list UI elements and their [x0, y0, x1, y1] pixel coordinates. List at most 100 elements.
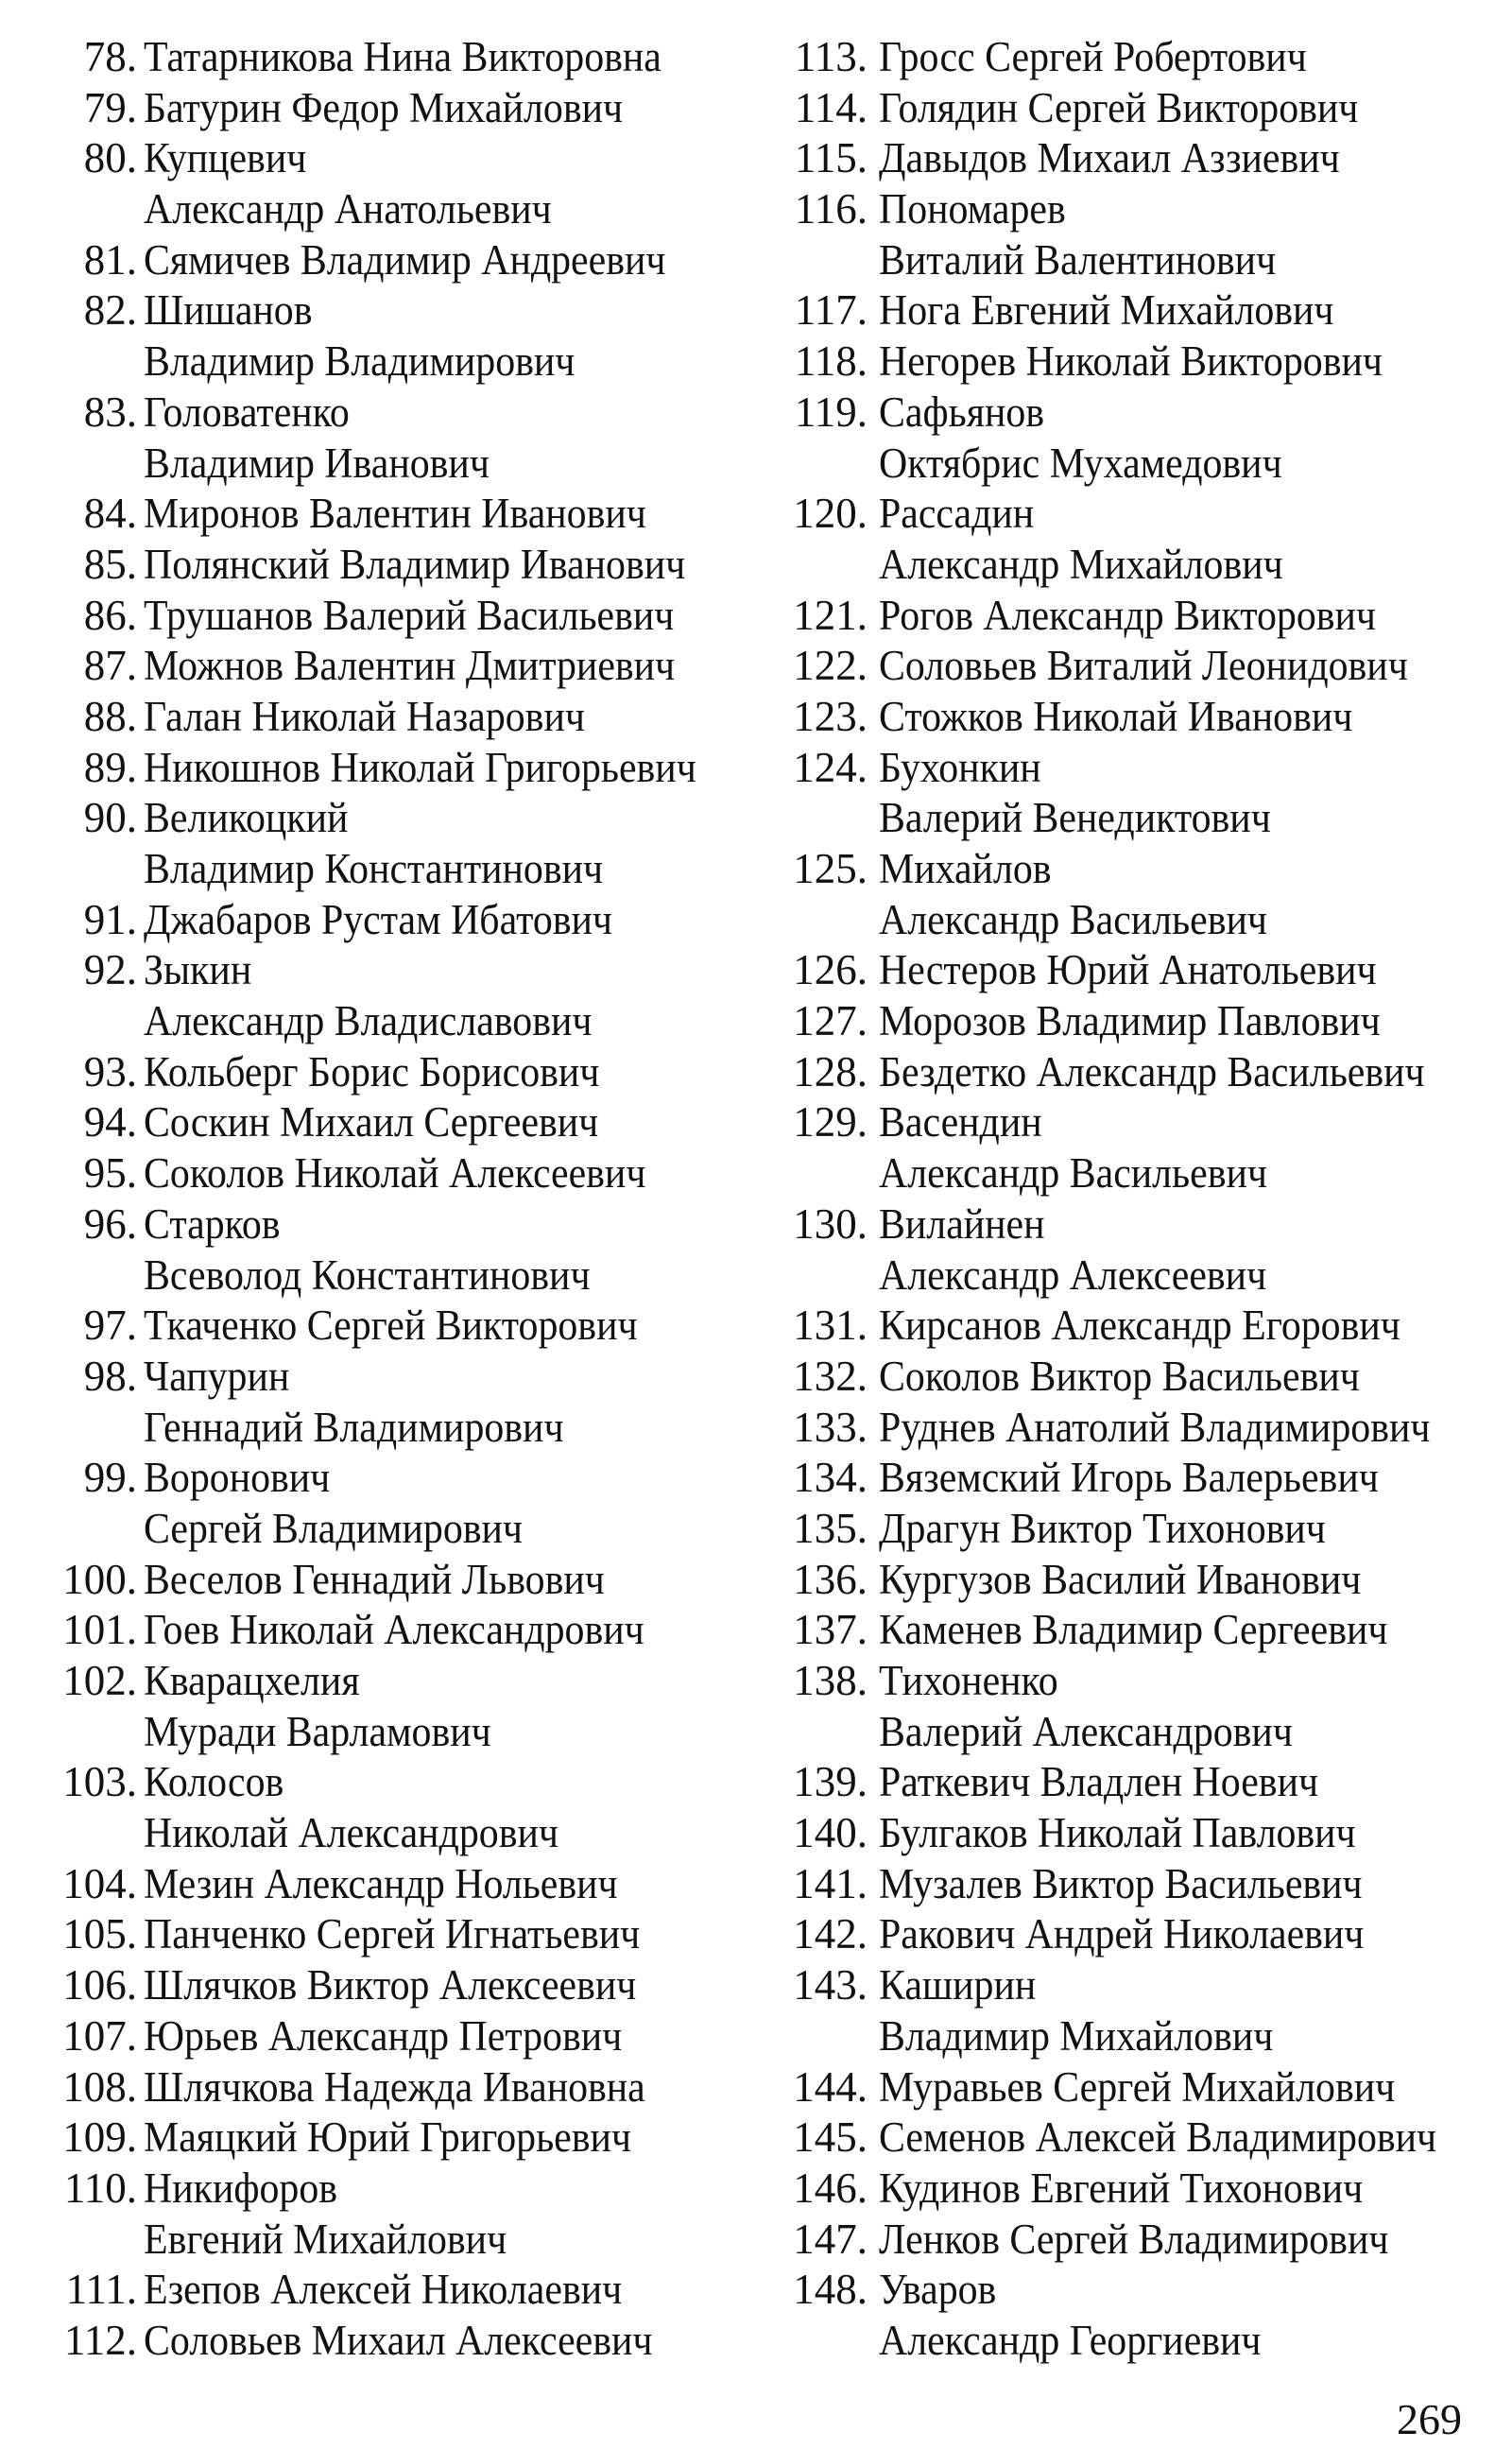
person-name: Бухонкин: [879, 743, 1041, 791]
item-number: 131.: [793, 1302, 868, 1350]
list-item-line: 84. Миронов Валентин Иванович: [0, 489, 756, 540]
item-number: 122.: [793, 642, 868, 690]
item-number: 139.: [793, 1758, 868, 1806]
list-item-line: 98. Чапурин: [0, 1352, 756, 1403]
list-item: 82. Шишанов Владимир Владимирович: [0, 285, 756, 387]
item-number: 120.: [793, 490, 868, 538]
item-number: 121.: [793, 591, 868, 639]
person-name: Валерий Александрович: [879, 1707, 1293, 1755]
list-item: 125. Михайлов Александр Васильевич: [739, 844, 1512, 945]
person-name: Александр Алексеевич: [879, 1250, 1267, 1299]
list-item-line: 110. Никифоров: [0, 2164, 756, 2215]
list-item-line: 124. Бухонкин: [739, 743, 1512, 794]
item-number: 78.: [83, 33, 137, 80]
person-name: Можнов Валентин Дмитриевич: [144, 642, 676, 690]
item-number: 79.: [83, 83, 137, 131]
item-number: 97.: [83, 1302, 137, 1350]
list-item-line: Муради Варламович: [0, 1707, 756, 1758]
person-name: Юрьев Александр Петрович: [144, 2011, 623, 2060]
list-item-line: 100. Веселов Геннадий Львович: [0, 1555, 756, 1606]
list-item-line: 132. Соколов Виктор Васильевич: [739, 1352, 1512, 1403]
person-name: Виталий Валентинович: [879, 235, 1277, 284]
list-item-line: Владимир Михайлович: [739, 2011, 1512, 2062]
item-number: 133.: [793, 1403, 868, 1451]
list-item: 80. Купцевич Александр Анатольевич: [0, 133, 756, 234]
list-item-line: 80. Купцевич: [0, 133, 756, 184]
person-name: Ракович Андрей Николаевич: [879, 1910, 1365, 1958]
list-item: 113. Гросс Сергей Робертович: [739, 32, 1512, 83]
person-name: Соколов Николай Алексеевич: [144, 1149, 646, 1198]
list-item-line: 118. Негорев Николай Викторович: [739, 336, 1512, 388]
person-name: Александр Васильевич: [879, 895, 1267, 943]
person-name: Чапурин: [144, 1352, 290, 1400]
person-name: Руднев Анатолий Владимирович: [879, 1403, 1431, 1451]
item-number: 80.: [83, 134, 137, 182]
person-name: Морозов Владимир Павлович: [879, 997, 1381, 1045]
list-item: 95. Соколов Николай Алексеевич: [0, 1148, 756, 1199]
list-item-line: 128. Бездетко Александр Васильевич: [739, 1047, 1512, 1098]
list-item-line: 117. Нога Евгений Михайлович: [739, 285, 1512, 336]
list-item: 117. Нога Евгений Михайлович: [739, 285, 1512, 336]
list-item-line: 138. Тихоненко: [739, 1656, 1512, 1707]
person-name: Александр Владиславович: [144, 997, 593, 1045]
item-number: 86.: [83, 591, 137, 639]
person-name: Васендин: [879, 1098, 1042, 1147]
person-name: Джабаров Рустам Ибатович: [144, 895, 612, 943]
item-number: 101.: [62, 1606, 137, 1654]
list-item-line: 92. Зыкин: [0, 945, 756, 996]
person-name: Соколов Виктор Васильевич: [879, 1352, 1360, 1400]
list-item-line: Владимир Константинович: [0, 844, 756, 895]
person-name: Владимир Михайлович: [879, 2011, 1274, 2060]
item-number: 140.: [793, 1809, 868, 1857]
list-item: 114. Голядин Сергей Викторович: [739, 83, 1512, 134]
list-item-line: 94. Соскин Михаил Сергеевич: [0, 1097, 756, 1148]
person-name: Гросс Сергей Робертович: [879, 33, 1307, 80]
list-item: 110. Никифоров Евгений Михайлович: [0, 2164, 756, 2265]
person-name: Колосов: [144, 1758, 284, 1806]
person-name: Негорев Николай Викторович: [879, 337, 1383, 386]
list-item: 100. Веселов Геннадий Львович: [0, 1555, 756, 1606]
person-name: Головатенко: [144, 388, 350, 436]
person-name: Миронов Валентин Иванович: [144, 490, 646, 538]
person-name: Бездетко Александр Васильевич: [879, 1047, 1425, 1095]
list-item-line: 113. Гросс Сергей Робертович: [739, 32, 1512, 83]
person-name: Каменев Владимир Сергеевич: [879, 1606, 1388, 1654]
list-item-line: 91. Джабаров Рустам Ибатович: [0, 895, 756, 946]
list-item-line: Александр Алексеевич: [739, 1250, 1512, 1302]
list-item: 134. Вяземский Игорь Валерьевич: [739, 1453, 1512, 1504]
list-item: 90. Великоцкий Владимир Константинович: [0, 793, 756, 894]
person-name: Татарникова Нина Викторовна: [144, 33, 662, 80]
person-name: Николай Александрович: [144, 1809, 558, 1857]
list-item-line: 115. Давыдов Михаил Аззиевич: [739, 133, 1512, 184]
person-name: Нога Евгений Михайлович: [879, 286, 1334, 335]
list-item: 81. Сямичев Владимир Андреевич: [0, 235, 756, 286]
list-item-line: Виталий Валентинович: [739, 235, 1512, 286]
item-number: 105.: [62, 1910, 137, 1958]
list-item-line: Сергей Владимирович: [0, 1504, 756, 1555]
list-item-line: Александр Михайлович: [739, 540, 1512, 591]
list-item-line: 104. Мезин Александр Нольевич: [0, 1859, 756, 1910]
item-number: 116.: [794, 185, 868, 233]
person-name: Рогов Александр Викторович: [879, 591, 1376, 639]
person-name: Геннадий Владимирович: [144, 1403, 564, 1451]
item-number: 108.: [62, 2062, 137, 2111]
person-name: Владимир Иванович: [144, 439, 490, 487]
list-item: 144. Муравьев Сергей Михайлович: [739, 2062, 1512, 2113]
list-item: 93. Кольберг Борис Борисович: [0, 1047, 756, 1098]
list-item-line: 101. Гоев Николай Александрович: [0, 1605, 756, 1656]
item-number: 109.: [62, 2113, 137, 2162]
item-number: 81.: [83, 235, 137, 284]
item-number: 129.: [793, 1098, 868, 1147]
item-number: 106.: [62, 1961, 137, 2009]
person-name: Батурин Федор Михайлович: [144, 83, 624, 131]
item-number: 147.: [793, 2215, 868, 2263]
list-item-line: 122. Соловьев Виталий Леонидович: [739, 641, 1512, 692]
person-name: Всеволод Константинович: [144, 1250, 591, 1299]
list-item: 121. Рогов Александр Викторович: [739, 591, 1512, 642]
list-item-line: 139. Раткевич Владлен Ноевич: [739, 1757, 1512, 1808]
list-item: 83. Головатенко Владимир Иванович: [0, 388, 756, 489]
person-name: Уваров: [879, 2266, 997, 2314]
person-name: Купцевич: [144, 134, 307, 182]
person-name: Пономарев: [879, 185, 1066, 233]
list-item: 131. Кирсанов Александр Егорович: [739, 1301, 1512, 1352]
